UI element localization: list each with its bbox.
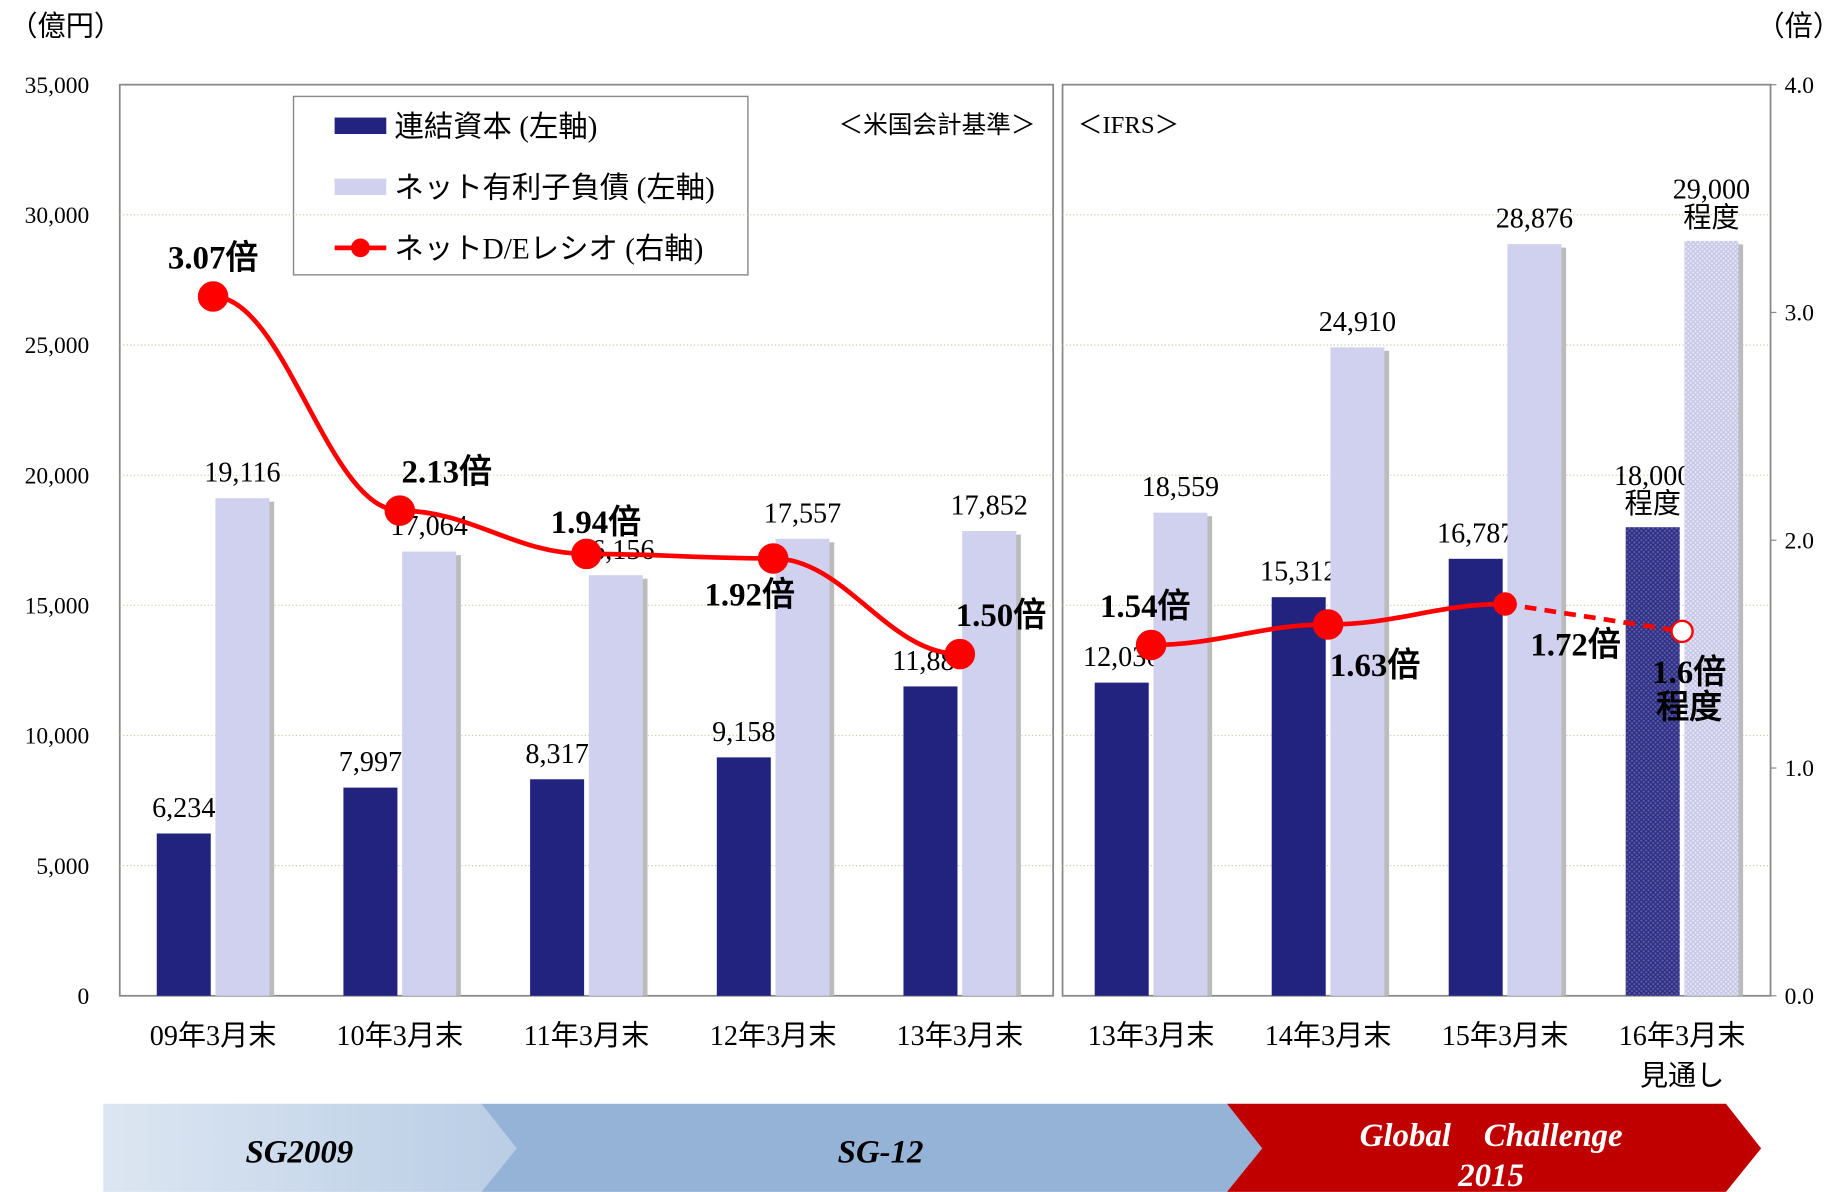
bar: [402, 551, 457, 996]
bar-value-label: 17,557: [764, 498, 841, 529]
ratio-marker: [1312, 609, 1344, 640]
legend-marker: [351, 238, 370, 258]
bar: [903, 686, 958, 996]
y-tick-label: 10,000: [25, 724, 90, 750]
ratio-line-forecast: [1504, 601, 1683, 634]
bar-value-label: 24,910: [1319, 307, 1396, 338]
bar: [1153, 512, 1208, 996]
bar: [530, 779, 585, 996]
legend-label: ネット有利子負債 (左軸): [395, 171, 715, 204]
bar-value-label: 9,158: [712, 717, 775, 748]
y-tick-label: 5,000: [36, 854, 89, 880]
phase-arrow: [481, 1103, 1263, 1192]
y-tick-label: 30,000: [25, 203, 90, 229]
bar: [962, 531, 1017, 996]
x-tick-label: 09年3月末: [150, 1020, 277, 1052]
x-tick-label: 16年3月末見通し: [1619, 1020, 1746, 1092]
bar: [1448, 558, 1503, 996]
bar-value-label: 16,787: [1437, 518, 1514, 549]
bar: [1094, 682, 1149, 996]
ratio-marker: [571, 538, 602, 570]
bar-value-label: 8,317: [525, 739, 588, 770]
bar: [1625, 527, 1680, 996]
ratio-value-label: 1.50倍: [956, 597, 1047, 634]
bar-value-label: 18,000 程度: [1614, 461, 1691, 520]
phase-label: Global Challenge 2015: [1360, 1118, 1623, 1192]
y2-tick-label: 4.0: [1785, 73, 1814, 99]
ratio-line: [212, 294, 960, 657]
y2-axis-unit: （倍）: [1757, 10, 1841, 42]
phase-label: SG-12: [838, 1135, 924, 1171]
y2-tick-label: 1.0: [1785, 756, 1814, 782]
ratio-marker: [384, 495, 416, 526]
bar: [215, 498, 270, 996]
ratio-marker: [1670, 619, 1694, 644]
bar: [588, 575, 643, 996]
bar: [1684, 240, 1739, 996]
ratio-value-label: 2.13倍: [402, 453, 493, 490]
section-label: ＜IFRS＞: [1078, 112, 1179, 139]
bar: [1507, 244, 1562, 996]
legend-swatch: [334, 117, 387, 134]
ratio-marker: [1135, 629, 1167, 661]
x-tick-label: 13年3月末: [896, 1020, 1023, 1052]
bar-value-label: 17,852: [950, 491, 1027, 522]
ratio-marker: [1493, 592, 1517, 616]
phase-arrow: [1226, 1103, 1762, 1192]
y2-tick-label: 0.0: [1785, 984, 1814, 1010]
y-tick-label: 20,000: [25, 463, 90, 489]
bar-value-label: 18,559: [1142, 472, 1219, 503]
ratio-marker: [944, 638, 976, 670]
bar-value-label: 7,997: [339, 747, 402, 778]
bar-value-label: 6,234: [152, 793, 215, 824]
bar-value-label: 29,000 程度: [1673, 175, 1750, 234]
y-tick-label: 35,000: [25, 73, 90, 99]
bar: [716, 757, 771, 996]
x-tick-label: 13年3月末: [1088, 1020, 1215, 1052]
bar: [343, 787, 398, 996]
x-tick-label: 11年3月末: [524, 1020, 650, 1052]
bar: [1271, 597, 1326, 996]
ratio-value-label: 1.63倍: [1330, 647, 1421, 684]
ratio-value-label: 1.94倍: [551, 504, 642, 541]
phase-arrow: [103, 1103, 517, 1192]
ratio-value-label: 1.72倍: [1530, 627, 1621, 664]
bar: [775, 538, 830, 996]
x-tick-label: 12年3月末: [710, 1020, 837, 1052]
ratio-value-label: 1.54倍: [1100, 588, 1191, 625]
bar-value-label: 19,116: [204, 458, 280, 489]
y-tick-label: 15,000: [25, 594, 90, 620]
legend-swatch: [334, 178, 387, 196]
phase-label: SG2009: [246, 1135, 354, 1171]
x-tick-label: 10年3月末: [336, 1020, 463, 1052]
legend-label: 連結資本 (左軸): [395, 110, 598, 143]
ratio-value-label: 1.92倍: [704, 576, 795, 613]
x-tick-label: 15年3月末: [1442, 1020, 1569, 1052]
bar-value-label: 28,876: [1496, 204, 1573, 235]
ratio-value-label: 1.6倍程度: [1652, 654, 1726, 726]
legend-label: ネットD/Eレシオ (右軸): [395, 232, 704, 265]
bar: [1330, 347, 1385, 996]
y-tick-label: 0: [77, 984, 89, 1010]
y2-tick-label: 2.0: [1785, 528, 1814, 554]
panel-left: [118, 83, 1055, 997]
y2-tick-label: 3.0: [1785, 301, 1814, 327]
section-label: ＜米国会計基準＞: [838, 111, 1035, 139]
y-axis-unit: （億円）: [9, 10, 122, 42]
bar: [156, 833, 211, 996]
ratio-marker: [757, 543, 789, 574]
x-tick-label: 14年3月末: [1265, 1020, 1392, 1052]
phase-arrows: [103, 1103, 1762, 1192]
bar-value-label: 15,312: [1260, 557, 1337, 588]
ratio-marker: [197, 281, 229, 312]
y-tick-label: 25,000: [25, 333, 90, 359]
ratio-value-label: 3.07倍: [168, 239, 259, 276]
